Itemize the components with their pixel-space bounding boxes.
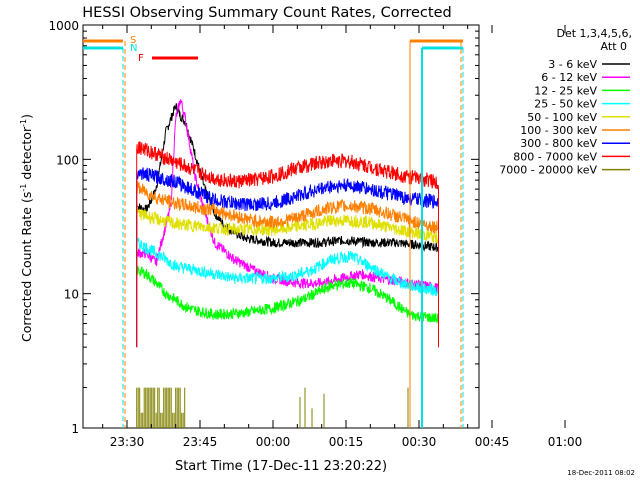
legend-header-line2: Att 0 (601, 40, 627, 53)
y-axis-label-mid: detector (19, 126, 34, 184)
chart-title: HESSI Observing Summary Count Rates, Cor… (82, 5, 451, 21)
y-tick-label: 1000 (48, 19, 79, 33)
x-tick-label: 00:30 (402, 435, 437, 449)
legend-label: 50 - 100 keV (527, 111, 597, 124)
series-line-25-50-kev (136, 237, 439, 348)
legend-label: 800 - 7000 keV (513, 150, 597, 163)
flag-s: S (130, 35, 136, 46)
series-line-7000-20000-kev (136, 387, 409, 428)
flag-f: F (138, 53, 144, 64)
legend-label: 25 - 50 keV (534, 98, 597, 111)
legend-label: 6 - 12 keV (541, 71, 597, 84)
plot-frame (82, 24, 480, 429)
y-axis-label-main: Corrected Count Rate (s (19, 192, 34, 342)
x-axis-ticks: 23:30 23:45 00:00 00:15 00:30 00:45 01:00 (102, 25, 583, 449)
orbit-markers (83, 39, 464, 428)
series-line-6-12-kev (136, 99, 439, 348)
timestamp: 18-Dec-2011 08:02 (567, 469, 635, 477)
series-line-300-800-kev (136, 167, 439, 348)
y-tick-label: 10 (64, 288, 79, 302)
y-tick-label: 1 (71, 422, 79, 436)
y-tick-label: 100 (56, 153, 79, 167)
legend-label: 3 - 6 keV (548, 58, 597, 71)
x-tick-label: 00:00 (256, 435, 291, 449)
legend-header-line1: Det 1,3,4,5,6, (556, 27, 632, 40)
y-axis-ticks: 1 10 100 1000 (48, 19, 479, 436)
x-tick-label: 00:45 (475, 435, 510, 449)
x-axis-label: Start Time (17-Dec-11 23:20:22) (175, 459, 387, 474)
series-line-800-7000-kev (136, 141, 439, 348)
legend-label: 100 - 300 keV (520, 124, 597, 137)
x-tick-label: 00:15 (329, 435, 364, 449)
series-line-100-300-kev (136, 180, 439, 348)
y-axis-label-sup2: -1 (19, 119, 28, 127)
y-axis-label-sup1: -1 (19, 184, 28, 192)
y-axis-label: Corrected Count Rate (s-1 detector-1) (19, 114, 34, 342)
x-tick-label: 23:30 (110, 435, 145, 449)
x-tick-label: 23:45 (183, 435, 218, 449)
legend-label: 7000 - 20000 keV (499, 164, 597, 177)
x-tick-label: 01:00 (548, 435, 583, 449)
flag-n: N (130, 43, 137, 54)
series-line-12-25-kev (136, 265, 439, 348)
legend-label: 300 - 800 keV (520, 137, 597, 150)
legend-label: 12 - 25 keV (534, 84, 597, 97)
y-axis-label-end: ) (19, 114, 34, 119)
series-traces (136, 99, 439, 428)
